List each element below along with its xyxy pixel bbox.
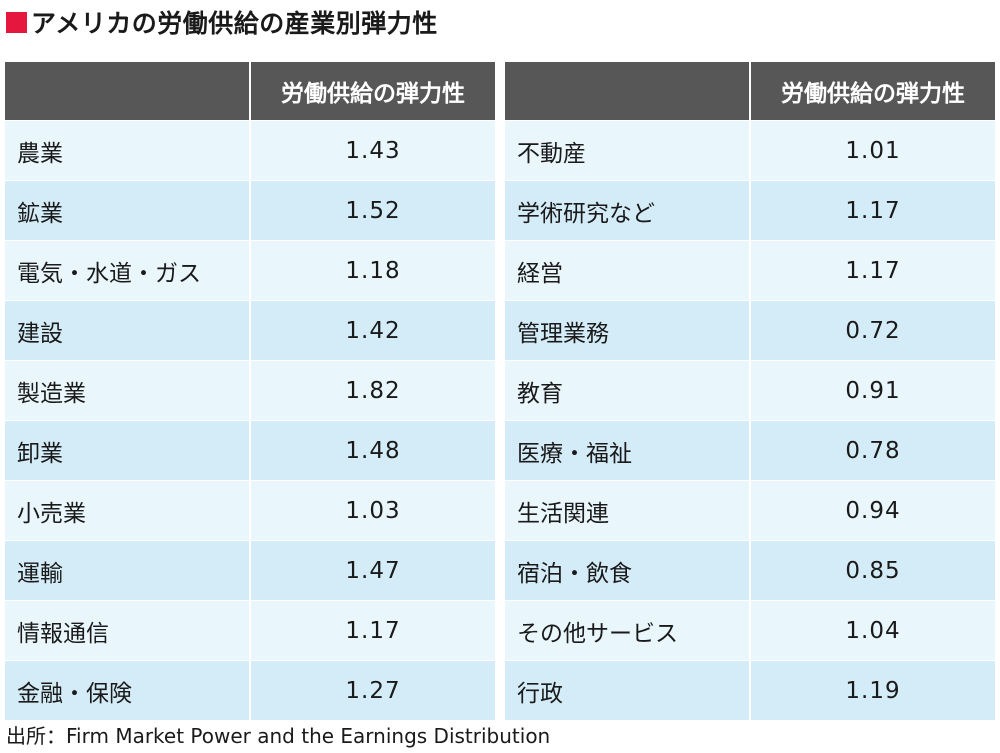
table-row: 金融・保険 1.27 <box>5 660 495 720</box>
elasticity-value-cell: 0.85 <box>750 540 995 601</box>
elasticity-value-cell: 0.94 <box>750 480 995 541</box>
chart-title: アメリカの労働供給の産業別弾力性 <box>6 2 438 42</box>
industry-cell: 小売業 <box>5 480 251 541</box>
industry-cell: 電気・水道・ガス <box>5 240 251 301</box>
industry-cell: 鉱業 <box>5 180 251 241</box>
table-row: 建設 1.42 <box>5 300 495 361</box>
elasticity-value-cell: 1.48 <box>250 420 495 481</box>
industry-cell: 農業 <box>5 120 251 181</box>
industry-cell: 医療・福祉 <box>505 420 751 481</box>
column-header-elasticity: 労働供給の弾力性 <box>250 62 495 121</box>
red-square-icon <box>6 11 27 33</box>
elasticity-value-cell: 1.27 <box>250 660 495 720</box>
industry-cell: 教育 <box>505 360 751 421</box>
industry-cell: 学術研究など <box>505 180 751 241</box>
elasticity-value-cell: 1.19 <box>750 660 995 720</box>
table-row: 農業 1.43 <box>5 120 495 181</box>
table-header-row: 労働供給の弾力性 <box>5 62 495 121</box>
elasticity-value-cell: 0.78 <box>750 420 995 481</box>
elasticity-value-cell: 1.52 <box>250 180 495 241</box>
column-header-industry <box>505 62 751 121</box>
industry-cell: 生活関連 <box>505 480 751 541</box>
table-row: 医療・福祉 0.78 <box>505 420 995 481</box>
table-row: 生活関連 0.94 <box>505 480 995 541</box>
elasticity-value-cell: 1.42 <box>250 300 495 361</box>
industry-cell: 情報通信 <box>5 600 251 661</box>
elasticity-value-cell: 1.03 <box>250 480 495 541</box>
elasticity-value-cell: 1.18 <box>250 240 495 301</box>
table-row: 宿泊・飲食 0.85 <box>505 540 995 601</box>
industry-cell: 管理業務 <box>505 300 751 361</box>
table-row: 教育 0.91 <box>505 360 995 421</box>
table-row: 小売業 1.03 <box>5 480 495 541</box>
industry-cell: 行政 <box>505 660 751 720</box>
industry-cell: 金融・保険 <box>5 660 251 720</box>
table-row: 運輸 1.47 <box>5 540 495 601</box>
table-row: 学術研究など 1.17 <box>505 180 995 241</box>
table-left: 労働供給の弾力性 農業 1.43 鉱業 1.52 電気・水道・ガス 1.18 建設 1.42 製… <box>5 62 495 720</box>
table-row: 管理業務 0.72 <box>505 300 995 361</box>
industry-cell: 卸業 <box>5 420 251 481</box>
elasticity-value-cell: 1.47 <box>250 540 495 601</box>
table-row: 不動産 1.01 <box>505 120 995 181</box>
table-row: 行政 1.19 <box>505 660 995 720</box>
elasticity-value-cell: 1.17 <box>750 180 995 241</box>
table-right: 労働供給の弾力性 不動産 1.01 学術研究など 1.17 経営 1.17 管理業務 0.72… <box>505 62 995 720</box>
industry-cell: 経営 <box>505 240 751 301</box>
table-row: 電気・水道・ガス 1.18 <box>5 240 495 301</box>
column-header-industry <box>5 62 251 121</box>
elasticity-value-cell: 1.01 <box>750 120 995 181</box>
elasticity-value-cell: 1.04 <box>750 600 995 661</box>
industry-cell: 建設 <box>5 300 251 361</box>
industry-cell: その他サービス <box>505 600 751 661</box>
elasticity-value-cell: 1.17 <box>250 600 495 661</box>
elasticity-value-cell: 1.17 <box>750 240 995 301</box>
industry-cell: 製造業 <box>5 360 251 421</box>
table-row: 鉱業 1.52 <box>5 180 495 241</box>
industry-cell: 宿泊・飲食 <box>505 540 751 601</box>
source-note: 出所：Firm Market Power and the Earnings Di… <box>6 723 551 748</box>
table-row: 製造業 1.82 <box>5 360 495 421</box>
table-header-row: 労働供給の弾力性 <box>505 62 995 121</box>
elasticity-value-cell: 1.82 <box>250 360 495 421</box>
elasticity-value-cell: 0.72 <box>750 300 995 361</box>
table-row: その他サービス 1.04 <box>505 600 995 661</box>
industry-cell: 不動産 <box>505 120 751 181</box>
chart-title-text: アメリカの労働供給の産業別弾力性 <box>31 9 438 38</box>
column-header-elasticity: 労働供給の弾力性 <box>750 62 995 121</box>
industry-cell: 運輸 <box>5 540 251 601</box>
table-row: 経営 1.17 <box>505 240 995 301</box>
table-row: 情報通信 1.17 <box>5 600 495 661</box>
table-row: 卸業 1.48 <box>5 420 495 481</box>
elasticity-value-cell: 0.91 <box>750 360 995 421</box>
elasticity-value-cell: 1.43 <box>250 120 495 181</box>
